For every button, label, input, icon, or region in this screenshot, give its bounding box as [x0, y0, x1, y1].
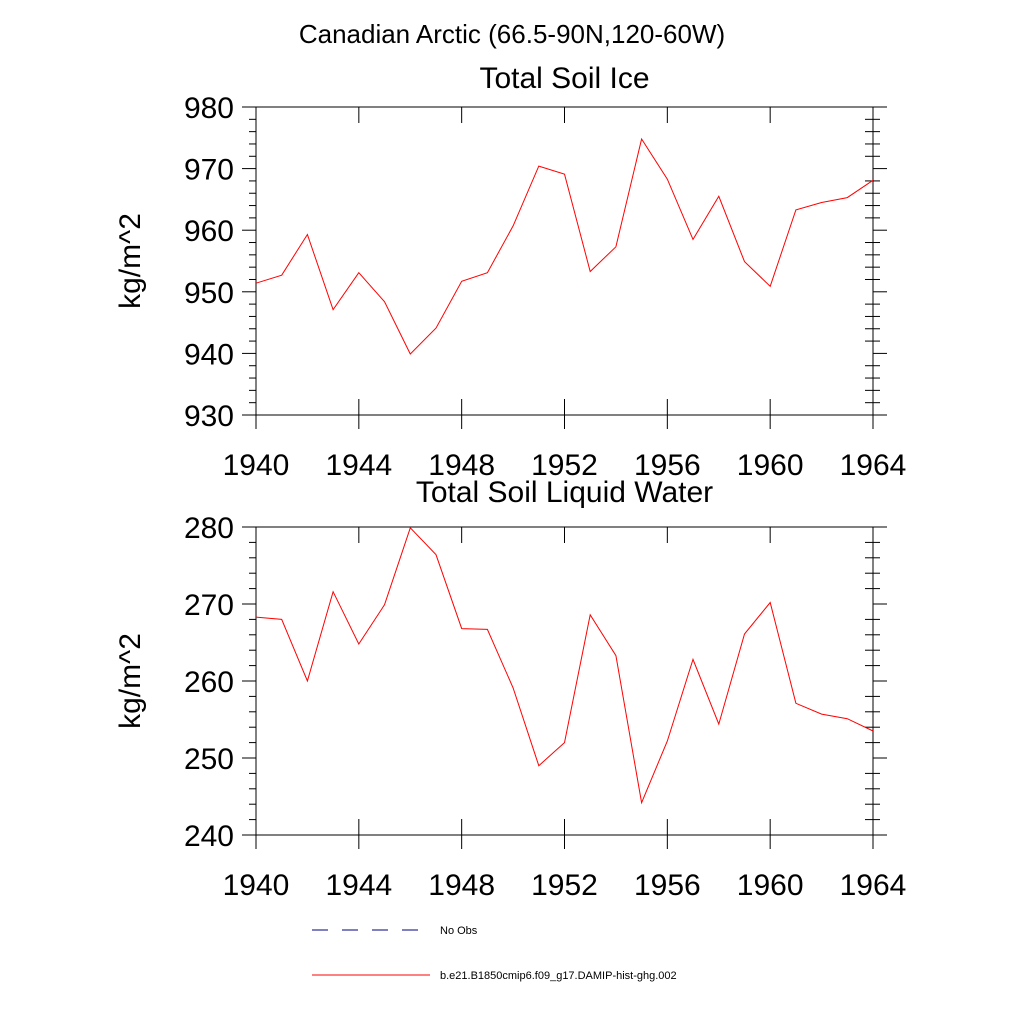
chart-title: Total Soil Liquid Water: [416, 476, 713, 509]
legend-no-obs-label: No Obs: [440, 925, 478, 937]
chart-title: Total Soil Ice: [479, 62, 649, 95]
plot-frame: [255, 106, 874, 416]
x-tick-label: 1964: [840, 869, 907, 902]
x-tick-label: 1944: [325, 869, 392, 902]
y-tick-label: 970: [184, 154, 234, 187]
panel-total-soil-liquid-water: Total Soil Liquid Water kg/m^2 1940 1944 194…: [114, 476, 906, 902]
y-tick-label: 950: [184, 277, 234, 310]
x-tick-label: 1960: [737, 449, 804, 482]
y-tick-label: 960: [184, 215, 234, 248]
y-axis-label: kg/m^2: [114, 213, 147, 309]
y-tick-label: 940: [184, 338, 234, 371]
y-tick-label: 930: [184, 400, 234, 433]
x-tick-label: 1940: [223, 869, 290, 902]
y-tick-label: 270: [184, 589, 234, 622]
x-tick-label: 1948: [428, 869, 495, 902]
legend-model-label: b.e21.B1850cmip6.f09_g17.DAMIP-hist-ghg.…: [440, 970, 677, 982]
y-tick-label: 980: [184, 92, 234, 125]
y-tick-label: 280: [184, 512, 234, 545]
series-line: [255, 526, 874, 805]
page-title: Canadian Arctic (66.5-90N,120-60W): [299, 19, 725, 49]
x-tick-label: 1964: [840, 449, 907, 482]
x-tick-label: 1960: [737, 869, 804, 902]
x-tick-label: 1956: [634, 869, 701, 902]
x-tick-label: 1948: [428, 449, 495, 482]
y-tick-label: 240: [184, 820, 234, 853]
y-axis-label: kg/m^2: [114, 633, 147, 729]
plot-frame: [255, 526, 874, 836]
x-tick-label: 1952: [531, 449, 598, 482]
legend: No Obs b.e21.B1850cmip6.f09_g17.DAMIP-hi…: [312, 925, 677, 982]
panel-total-soil-ice: Total Soil Ice kg/m^2 1940 1944 1948 1952 1956…: [114, 62, 906, 482]
series-line: [255, 137, 874, 355]
x-tick-label: 1944: [325, 449, 392, 482]
y-tick-label: 250: [184, 743, 234, 776]
x-tick-label: 1952: [531, 869, 598, 902]
x-tick-label: 1956: [634, 449, 701, 482]
x-tick-label: 1940: [223, 449, 290, 482]
y-tick-label: 260: [184, 666, 234, 699]
